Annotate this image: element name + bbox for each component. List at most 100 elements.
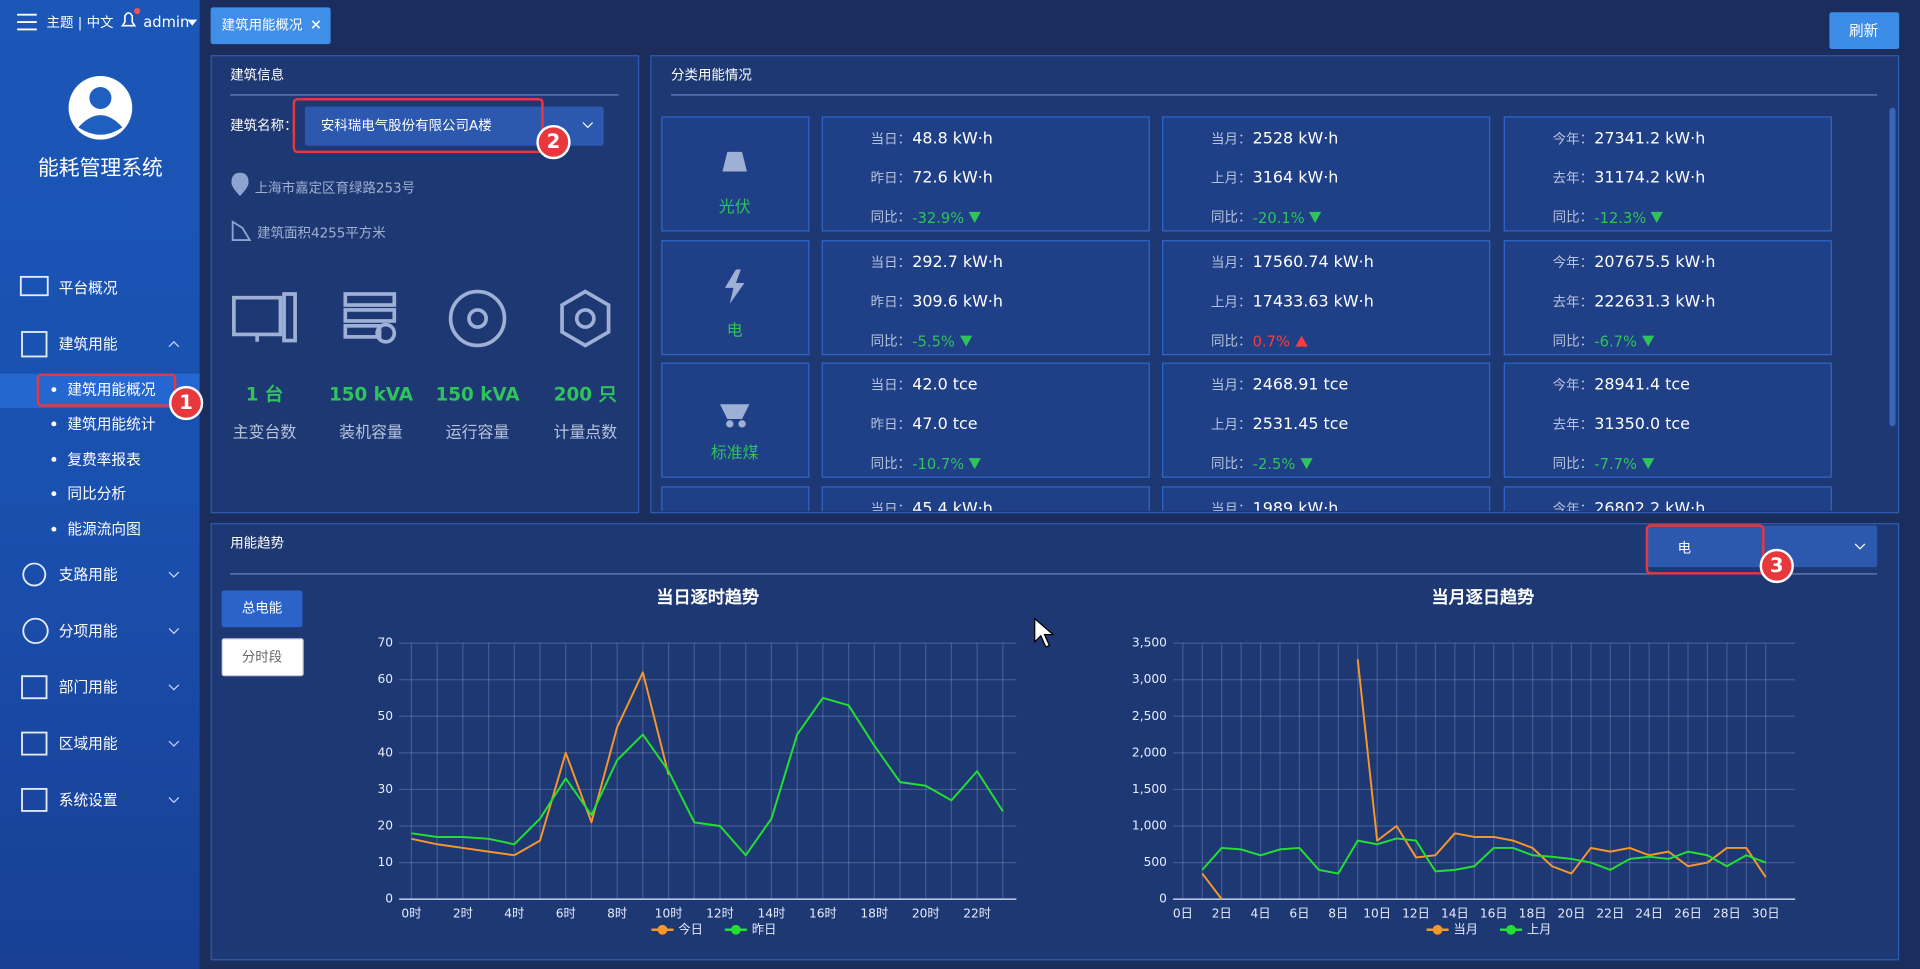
stat-value: 2531.45 tce <box>1252 415 1349 435</box>
stat-key: 同比： <box>1552 456 1594 473</box>
x-tick-label: 20日 <box>1558 906 1586 920</box>
stat-value: -7.7% <box>1594 453 1655 478</box>
legend-label: 今日 <box>678 921 702 936</box>
refresh-button[interactable] <box>1829 12 1900 49</box>
caret[interactable] <box>187 19 198 26</box>
stat-value: 31350.0 tce <box>1594 415 1690 435</box>
stat-key: 当月： <box>1211 377 1252 394</box>
stat-key: 同比： <box>1211 332 1252 349</box>
annotation-number: 1 <box>179 390 193 415</box>
stat-card <box>1503 239 1832 355</box>
y-tick-label: 50 <box>377 709 393 723</box>
energy-select-value[interactable]: 电 <box>1677 540 1692 557</box>
panel-title: 分类用能情况 <box>671 67 752 84</box>
y-tick-label: 20 <box>377 818 393 832</box>
menu-toggle[interactable] <box>17 13 37 31</box>
stat-card <box>1503 363 1832 479</box>
stat-value: -12.3% <box>1594 206 1664 231</box>
menu-item[interactable]: 支路用能 <box>58 565 118 584</box>
pin-icon <box>231 172 249 196</box>
y-tick-label: 2,000 <box>1132 745 1167 759</box>
series-line <box>1201 837 1767 875</box>
refresh-label[interactable]: 刷新 <box>1848 22 1879 40</box>
stat-value: 207675.5 kW·h <box>1594 253 1716 272</box>
x-tick-label: 8日 <box>1328 906 1348 920</box>
stat-key: 当日： <box>870 501 912 511</box>
user-name[interactable]: admin <box>143 13 190 31</box>
y-tick-label: 0 <box>385 892 393 906</box>
trend-arrow <box>959 335 973 347</box>
submenu-dots <box>51 387 57 532</box>
badge <box>134 7 141 15</box>
x-tick-label: 22日 <box>1596 906 1624 920</box>
annotation-number: 3 <box>1769 553 1784 577</box>
menu-item[interactable]: 区域用能 <box>58 735 118 753</box>
stat-label: 运行容量 <box>445 423 510 443</box>
stat-key: 今年： <box>1552 377 1594 394</box>
address: 上海市嘉定区育绿路253号 <box>254 180 416 196</box>
bell-icon[interactable] <box>120 12 137 27</box>
stat-value: -6.7% <box>1594 329 1655 354</box>
trend-arrow <box>1641 458 1655 470</box>
submenu-item[interactable]: 同比分析 <box>67 485 127 503</box>
stat-key: 当月： <box>1211 254 1252 271</box>
menu-item[interactable]: 系统设置 <box>58 791 118 809</box>
stat-value: 45.4 kW·h <box>912 499 993 511</box>
stat-value: 27341.2 kW·h <box>1594 129 1706 149</box>
cursor <box>1034 617 1055 648</box>
stat-card <box>1162 363 1491 479</box>
button-period[interactable] <box>221 638 304 677</box>
x-tick-label: 10时 <box>655 906 683 920</box>
theme-lang[interactable]: 主题 | 中文 <box>46 14 114 31</box>
stat-value: -10.7% <box>912 453 982 478</box>
button-total[interactable] <box>221 590 303 628</box>
stat-key: 当月： <box>1211 501 1252 511</box>
stat-value: 2468.91 tce <box>1252 376 1349 395</box>
y-tick-label: 0 <box>1159 892 1167 906</box>
scrollbar[interactable] <box>1889 107 1896 427</box>
stat-value: -20.1% <box>1253 206 1322 231</box>
x-tick-label: 6日 <box>1289 906 1309 920</box>
tab-label[interactable]: 建筑用能概况 <box>221 17 303 34</box>
tab-close[interactable] <box>311 20 321 29</box>
menu-item[interactable]: 分项用能 <box>58 622 118 640</box>
menu-item[interactable]: 平台概况 <box>58 279 118 297</box>
menu-item[interactable]: 建筑用能 <box>58 335 118 353</box>
tab[interactable] <box>210 7 331 45</box>
submenu-item[interactable]: 建筑用能统计 <box>67 415 156 433</box>
menu-item[interactable]: 部门用能 <box>58 678 118 696</box>
submenu-item[interactable]: 能源流向图 <box>67 520 141 538</box>
stat-icons <box>232 289 611 348</box>
category-name-box <box>661 363 810 479</box>
button-label[interactable]: 总电能 <box>241 600 283 617</box>
y-tick-label: 10 <box>377 855 393 869</box>
stat-value: 48.8 kW·h <box>912 129 993 149</box>
button-label[interactable]: 分时段 <box>241 649 283 666</box>
stat-card <box>821 239 1150 355</box>
submenu-item[interactable]: 建筑用能概况 <box>67 380 156 399</box>
x-tick-label: 14日 <box>1441 906 1469 920</box>
stat-key: 去年： <box>1552 293 1594 310</box>
stat-key: 昨日： <box>870 293 912 310</box>
building-name[interactable]: 安科瑞电气股份有限公司A楼 <box>320 117 492 134</box>
trend-arrow <box>969 458 982 470</box>
submenu-item[interactable]: 复费率报表 <box>67 450 141 468</box>
annotation-number: 2 <box>546 129 561 154</box>
y-tick-label: 3,000 <box>1132 672 1167 686</box>
stat-value: 42.0 tce <box>912 376 978 395</box>
stat-value: 3164 kW·h <box>1252 169 1339 188</box>
series-line <box>411 697 1004 857</box>
category-name-box <box>661 239 810 355</box>
active-menu-row <box>0 373 200 408</box>
stat-value: 26802.2 kW·h <box>1594 499 1706 511</box>
x-tick-label: 12日 <box>1402 906 1430 920</box>
category-scroll: 光伏 当日： 48.8 kW·h 昨日： 72.6 kW·h 同比： -32.9% 当月： 25… <box>656 108 1881 511</box>
stat-label: 主变台数 <box>232 423 297 443</box>
x-tick-label: 0日 <box>1173 906 1193 920</box>
area-icon <box>231 220 252 242</box>
stat-card <box>1162 486 1491 511</box>
stat-value: 47.0 tce <box>912 415 978 435</box>
stat-key: 当月： <box>1211 131 1252 147</box>
x-tick-label: 16日 <box>1480 906 1508 920</box>
x-tick-label: 0时 <box>401 906 421 920</box>
